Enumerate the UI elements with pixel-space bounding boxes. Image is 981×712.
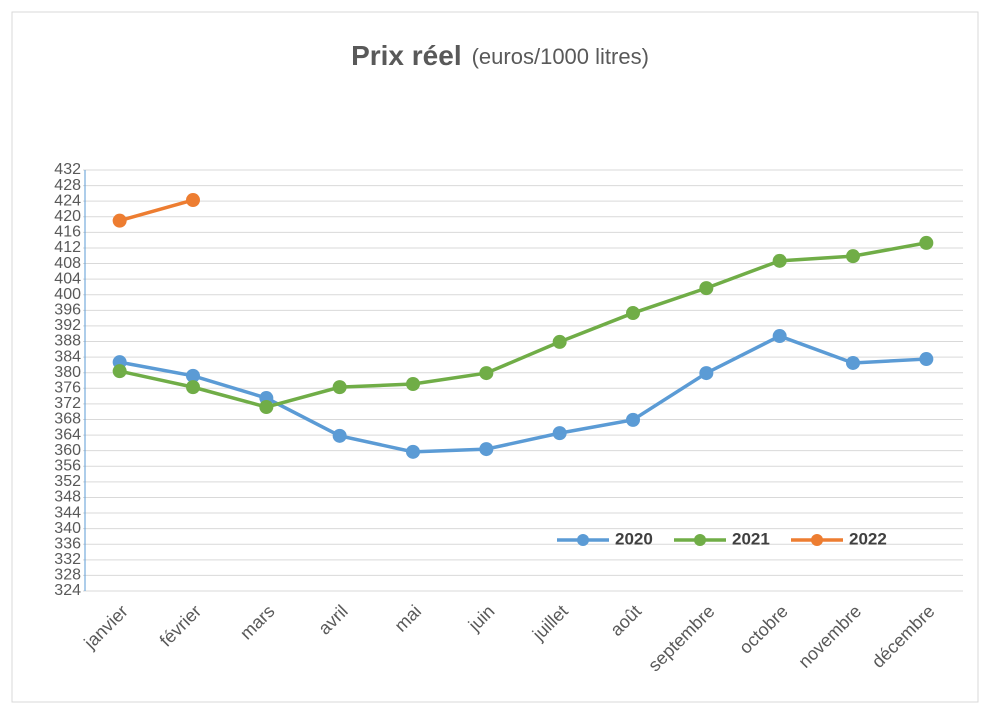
marker: [552, 426, 567, 441]
y-tick-label: 344: [54, 504, 81, 521]
marker: [186, 193, 200, 208]
marker: [626, 412, 640, 427]
marker: [699, 366, 714, 381]
y-tick-label: 376: [54, 380, 81, 397]
marker: [846, 249, 860, 264]
marker: [626, 306, 640, 321]
y-tick-label: 328: [54, 567, 81, 584]
marker: [919, 235, 934, 250]
marker: [919, 352, 934, 367]
legend-marker: [694, 534, 706, 546]
marker: [479, 442, 494, 457]
y-tick-label: 336: [54, 535, 81, 552]
marker: [772, 329, 787, 344]
legend-label: 2022: [849, 529, 887, 548]
y-tick-label: 400: [54, 286, 81, 303]
marker: [406, 444, 420, 459]
y-tick-label: 360: [54, 442, 81, 459]
legend-marker: [577, 534, 589, 546]
chart-subtitle: (euros/1000 litres): [472, 44, 649, 69]
line: [119, 241, 927, 409]
y-tick-label: 424: [54, 192, 81, 209]
y-tick-label: 364: [54, 426, 81, 443]
y-tick-label: 340: [54, 520, 81, 537]
y-tick-label: 384: [54, 348, 81, 365]
chart-title: Prix réel: [351, 40, 462, 71]
line: [119, 198, 194, 223]
marker: [332, 428, 347, 443]
legend-label: 2020: [615, 529, 653, 548]
y-tick-label: 396: [54, 302, 81, 319]
line: [119, 334, 927, 454]
y-tick-label: 388: [54, 333, 81, 350]
marker: [186, 368, 200, 383]
y-tick-label: 324: [54, 582, 81, 599]
marker: [332, 380, 347, 395]
y-tick-label: 428: [54, 177, 81, 194]
y-tick-label: 404: [54, 270, 81, 287]
y-tick-label: 356: [54, 457, 81, 474]
marker: [846, 355, 860, 370]
marker: [259, 400, 274, 415]
marker: [772, 253, 787, 268]
y-tick-label: 420: [54, 208, 81, 225]
y-tick-label: 416: [54, 224, 81, 241]
marker: [112, 213, 127, 228]
y-tick-label: 432: [54, 161, 81, 178]
y-tick-label: 332: [54, 551, 81, 568]
y-tick-label: 412: [54, 239, 81, 256]
y-tick-label: 408: [54, 255, 81, 272]
marker: [112, 364, 127, 379]
marker: [406, 377, 420, 392]
marker: [699, 281, 714, 296]
y-tick-label: 352: [54, 473, 81, 490]
chart-title-group: Prix réel (euros/1000 litres): [351, 40, 649, 71]
marker: [552, 334, 567, 349]
legend-label: 2021: [732, 529, 770, 548]
y-tick-label: 348: [54, 489, 81, 506]
y-tick-label: 368: [54, 411, 81, 428]
marker: [479, 366, 494, 381]
legend-marker: [811, 534, 823, 546]
y-tick-label: 372: [54, 395, 81, 412]
y-tick-label: 380: [54, 364, 81, 381]
y-tick-label: 392: [54, 317, 81, 334]
marker: [186, 380, 200, 395]
